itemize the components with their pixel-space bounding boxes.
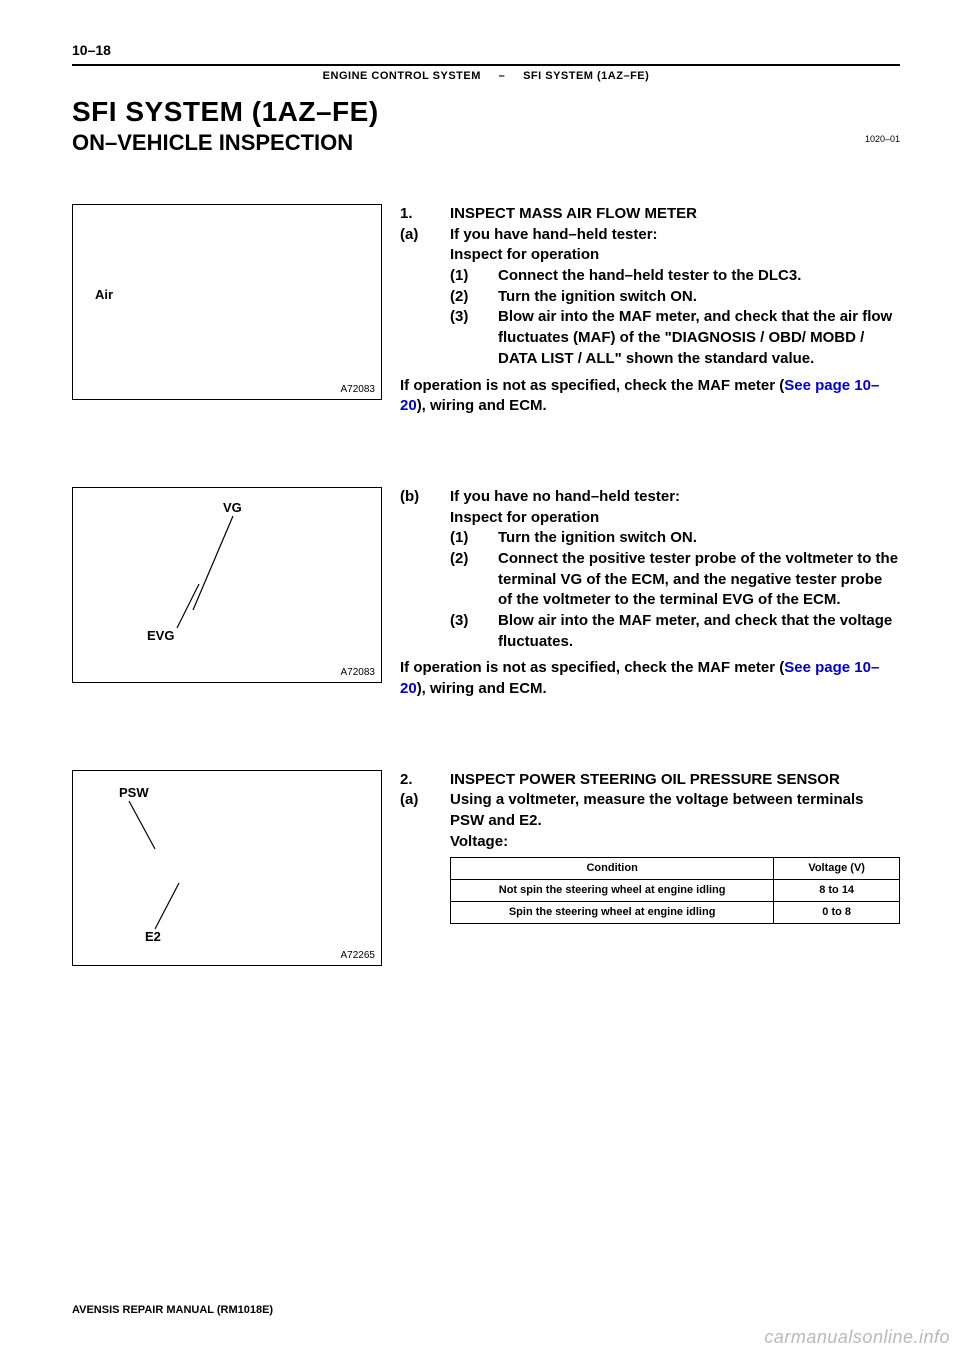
voltage-table: Condition Voltage (V) Not spin the steer… <box>450 857 900 925</box>
sec1-s1-num: (1) <box>450 266 480 287</box>
watermark: carmanualsonline.info <box>764 1327 950 1348</box>
sec1-s2-txt: Turn the ignition switch ON. <box>498 287 900 308</box>
table-row: Not spin the steering wheel at engine id… <box>451 879 900 901</box>
header-subtitle: ENGINE CONTROL SYSTEM – SFI SYSTEM (1AZ–… <box>72 70 900 82</box>
table-cell: 0 to 8 <box>774 901 900 923</box>
sec1-after-pre: If operation is not as specified, check … <box>400 377 784 394</box>
sec1-a-line2: Inspect for operation <box>450 245 900 266</box>
sec2-s3-txt: Blow air into the MAF meter, and check t… <box>498 611 900 652</box>
sec2-s2-txt: Connect the positive tester probe of the… <box>498 549 900 611</box>
sec2-s2-num: (2) <box>450 549 480 611</box>
sec1-s1-txt: Connect the hand–held tester to the DLC3… <box>498 266 900 287</box>
sec2-a-num: (b) <box>400 487 426 653</box>
figure-3-tag: A72265 <box>341 950 375 961</box>
sec1-a-num: (a) <box>400 225 426 370</box>
sec2-s3-num: (3) <box>450 611 480 652</box>
footer-manual-id: AVENSIS REPAIR MANUAL (RM1018E) <box>72 1304 273 1316</box>
header-sub-sep: – <box>499 70 506 82</box>
sec1-a-block: If you have hand–held tester: Inspect fo… <box>450 225 900 370</box>
sec2-s1-num: (1) <box>450 528 480 549</box>
section-3: PSW E2 A72265 2. INSPECT POWER STEERING … <box>72 770 900 966</box>
header-sub-left: ENGINE CONTROL SYSTEM <box>323 70 481 82</box>
table-header-voltage: Voltage (V) <box>774 857 900 879</box>
page-subtitle: ON–VEHICLE INSPECTION <box>72 130 353 156</box>
figure-1-air-label: Air <box>95 287 113 302</box>
sec2-after: If operation is not as specified, check … <box>400 658 900 699</box>
table-row: Condition Voltage (V) <box>451 857 900 879</box>
section-1: Air A72083 1. INSPECT MASS AIR FLOW METE… <box>72 204 900 417</box>
sec3-a-num: (a) <box>400 790 426 924</box>
sec1-heading: INSPECT MASS AIR FLOW METER <box>450 204 900 225</box>
header-sub-right: SFI SYSTEM (1AZ–FE) <box>523 70 649 82</box>
figure-2-lines2-icon <box>73 488 381 682</box>
page-number: 10–18 <box>72 42 900 58</box>
repair-manual-page: 10–18 ENGINE CONTROL SYSTEM – SFI SYSTEM… <box>0 0 960 1358</box>
table-header-condition: Condition <box>451 857 774 879</box>
header-rule <box>72 64 900 66</box>
table-cell: Not spin the steering wheel at engine id… <box>451 879 774 901</box>
table-row: Spin the steering wheel at engine idling… <box>451 901 900 923</box>
sec2-after-post: ), wiring and ECM. <box>417 680 547 697</box>
sec2-after-pre: If operation is not as specified, check … <box>400 659 784 676</box>
doc-code: 1020–01 <box>865 134 900 144</box>
figure-3-lines2-icon <box>73 771 381 965</box>
sec1-after: If operation is not as specified, check … <box>400 376 900 417</box>
sec3-heading: INSPECT POWER STEERING OIL PRESSURE SENS… <box>450 770 900 791</box>
figure-2-tag: A72083 <box>341 667 375 678</box>
sec1-s3-txt: Blow air into the MAF meter, and check t… <box>498 307 900 369</box>
table-cell: Spin the steering wheel at engine idling <box>451 901 774 923</box>
page-title: SFI SYSTEM (1AZ–FE) <box>72 96 900 128</box>
sec2-s1-txt: Turn the ignition switch ON. <box>498 528 900 549</box>
sec1-num: 1. <box>400 204 426 225</box>
sec1-a-line1: If you have hand–held tester: <box>450 225 900 246</box>
sec2-a-block: If you have no hand–held tester: Inspect… <box>450 487 900 653</box>
sec3-voltage-label: Voltage: <box>450 832 900 853</box>
sec2-a-line2: Inspect for operation <box>450 508 900 529</box>
table-cell: 8 to 14 <box>774 879 900 901</box>
sec3-a-block: Using a voltmeter, measure the voltage b… <box>450 790 900 924</box>
section-3-body: 2. INSPECT POWER STEERING OIL PRESSURE S… <box>400 770 900 966</box>
sec3-a-txt: Using a voltmeter, measure the voltage b… <box>450 790 900 831</box>
figure-3: PSW E2 A72265 <box>72 770 382 966</box>
section-2-body: (b) If you have no hand–held tester: Ins… <box>400 487 900 700</box>
figure-2: VG EVG A72083 <box>72 487 382 683</box>
sec1-s2-num: (2) <box>450 287 480 308</box>
figure-1-tag: A72083 <box>341 384 375 395</box>
figure-1: Air A72083 <box>72 204 382 400</box>
sec1-s3-num: (3) <box>450 307 480 369</box>
sec2-a-line1: If you have no hand–held tester: <box>450 487 900 508</box>
section-1-body: 1. INSPECT MASS AIR FLOW METER (a) If yo… <box>400 204 900 417</box>
section-2: VG EVG A72083 (b) If you have no hand–he… <box>72 487 900 700</box>
subtitle-row: ON–VEHICLE INSPECTION 1020–01 <box>72 128 900 156</box>
sec1-after-post: ), wiring and ECM. <box>417 397 547 414</box>
sec3-num: 2. <box>400 770 426 791</box>
